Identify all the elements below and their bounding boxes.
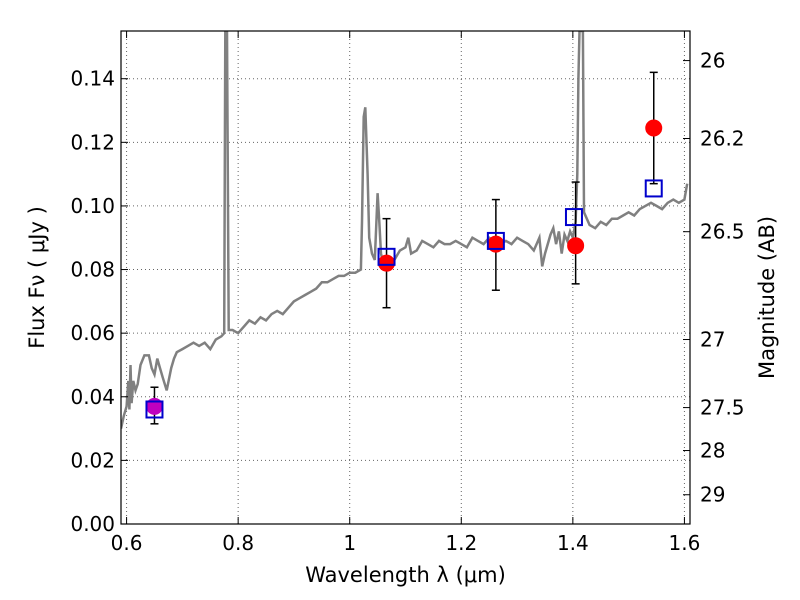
- x-tick-label: 1: [343, 531, 356, 555]
- y2-tick-label: 26.5: [700, 220, 745, 244]
- model-point: [644, 179, 663, 198]
- y2-tick-label: 26.2: [700, 127, 745, 151]
- y-tick-label: 0.08: [70, 258, 115, 282]
- x-tick-label: 1.6: [669, 531, 701, 555]
- y-tick-label: 0.00: [70, 512, 115, 536]
- model-point: [486, 231, 505, 250]
- ticks: 0.6 0.8 1 1.2 1.4 1.6 0.00 0.02 0.04 0.06 0.08 0.10…: [70, 31, 745, 555]
- spectrum-line: [121, 31, 689, 429]
- x-tick-label: 1.4: [557, 531, 589, 555]
- y2-axis-label: Magnitude (AB): [755, 216, 779, 379]
- spectrum-series: [121, 31, 689, 429]
- photometry-point: [378, 254, 396, 272]
- y-tick-label: 0.12: [70, 130, 115, 154]
- x-tick-label: 0.6: [111, 531, 143, 555]
- y-axis-label: Flux Fν ( μJy ): [25, 206, 49, 349]
- model-photometry-series: [145, 179, 663, 419]
- plot-frame: [120, 30, 691, 525]
- y-tick-label: 0.10: [70, 194, 115, 218]
- x-axis-label: Wavelength λ (μm): [305, 563, 506, 587]
- x-tick-label: 0.8: [222, 531, 254, 555]
- y2-tick-label: 27: [700, 328, 725, 352]
- photometry-point: [567, 237, 585, 255]
- model-point: [564, 208, 583, 227]
- x-tick-label: 1.2: [445, 531, 477, 555]
- y2-tick-label: 29: [700, 483, 725, 507]
- y-tick-label: 0.02: [70, 448, 115, 472]
- photometry-point: [645, 119, 663, 137]
- y-tick-label: 0.14: [70, 67, 115, 91]
- model-point: [377, 247, 396, 266]
- model-point: [145, 400, 164, 419]
- grid: [121, 31, 690, 524]
- y-tick-label: 0.04: [70, 385, 115, 409]
- y2-tick-label: 27.5: [700, 396, 745, 420]
- y2-tick-label: 28: [700, 439, 725, 463]
- y2-tick-label: 26: [700, 49, 725, 73]
- y-tick-label: 0.06: [70, 321, 115, 345]
